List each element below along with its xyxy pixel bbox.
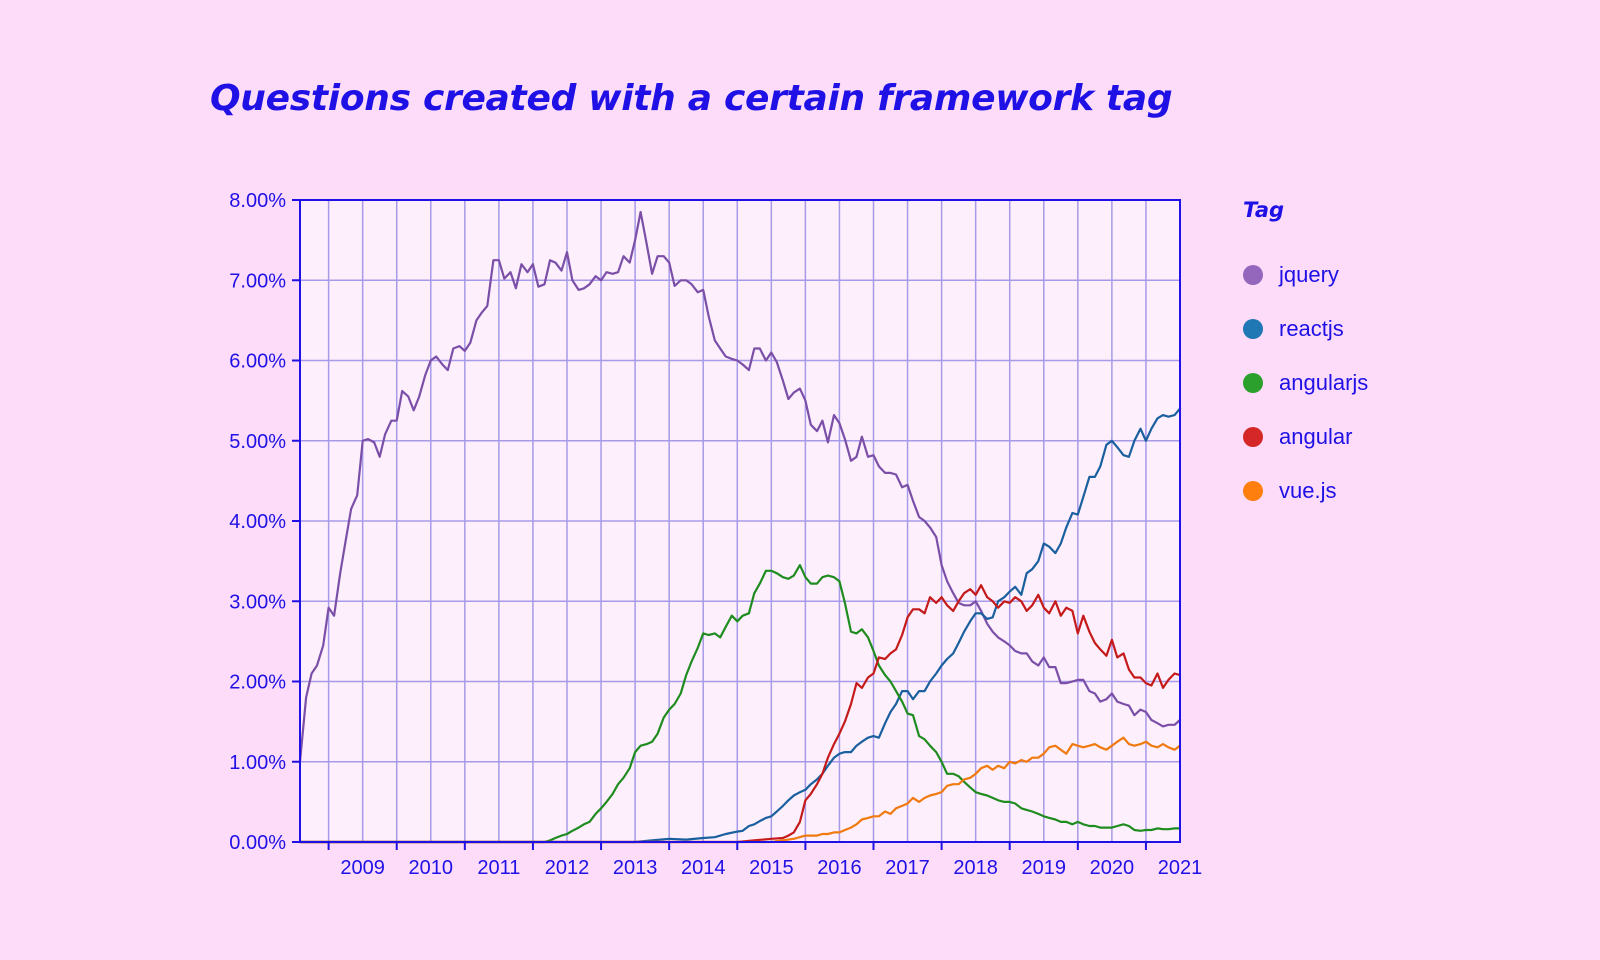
legend-item: vue.js bbox=[1243, 464, 1368, 518]
legend-label: vue.js bbox=[1279, 478, 1337, 503]
x-tick-label: 2015 bbox=[749, 857, 794, 879]
y-axis: 0.00% 1.00% 2.00% 3.00% 4.00% 5.00% 6.00% 7.00%… bbox=[229, 190, 300, 854]
x-axis: 2009 2010 2011 2012 2013 2014 2015 2016 2017 2018… bbox=[327, 842, 1203, 879]
legend-label: reactjs bbox=[1279, 316, 1344, 341]
y-tick-label: 5.00% bbox=[229, 431, 286, 453]
y-tick-label: 2.00% bbox=[229, 672, 286, 694]
x-tick-label: 2016 bbox=[817, 857, 862, 879]
series-lines bbox=[298, 210, 1182, 844]
series-line-vue-js bbox=[298, 736, 1182, 844]
legend-swatch bbox=[1243, 481, 1263, 501]
chart-title: Questions created with a certain framewo… bbox=[210, 78, 1173, 119]
y-tick-label: 7.00% bbox=[229, 270, 286, 292]
x-tick-label: 2012 bbox=[545, 857, 590, 879]
series-line-angularjs bbox=[298, 563, 1182, 844]
y-tick-label: 3.00% bbox=[229, 591, 286, 613]
legend-title: Tag bbox=[1243, 198, 1285, 222]
x-tick-label: 2017 bbox=[885, 857, 930, 879]
y-tick-label: 0.00% bbox=[229, 832, 286, 854]
series-line-jquery bbox=[298, 210, 1182, 763]
x-tick-label: 2009 bbox=[340, 857, 385, 879]
x-tick-label: 2013 bbox=[613, 857, 658, 879]
legend-swatch bbox=[1243, 319, 1263, 339]
y-tick-label: 4.00% bbox=[229, 511, 286, 533]
x-tick-label: 2021 bbox=[1158, 857, 1203, 879]
x-tick-label: 2014 bbox=[681, 857, 726, 879]
x-tick-label: 2019 bbox=[1022, 857, 1067, 879]
x-tick-label: 2018 bbox=[953, 857, 998, 879]
legend-items: jquery reactjs angularjs angular vue.js bbox=[1243, 248, 1368, 518]
legend-label: angular bbox=[1279, 424, 1353, 449]
legend: Tag jquery reactjs angularjs angular vue.js bbox=[1243, 198, 1368, 518]
legend-item: jquery bbox=[1243, 248, 1368, 302]
x-tick-label: 2011 bbox=[477, 857, 520, 879]
legend-item: angularjs bbox=[1243, 356, 1368, 410]
series-line-reactjs bbox=[298, 407, 1182, 844]
legend-label: jquery bbox=[1279, 262, 1339, 287]
legend-label: angularjs bbox=[1279, 370, 1369, 395]
y-tick-label: 1.00% bbox=[229, 752, 286, 774]
legend-swatch bbox=[1243, 265, 1263, 285]
legend-item: angular bbox=[1243, 410, 1368, 464]
x-tick-label: 2010 bbox=[409, 857, 454, 879]
x-tick-label: 2020 bbox=[1090, 857, 1135, 879]
series-line-angular bbox=[298, 584, 1182, 844]
legend-item: reactjs bbox=[1243, 302, 1368, 356]
legend-swatch bbox=[1243, 427, 1263, 447]
y-tick-label: 8.00% bbox=[229, 190, 286, 212]
y-tick-label: 6.00% bbox=[229, 351, 286, 373]
grid bbox=[300, 199, 1180, 843]
legend-swatch bbox=[1243, 373, 1263, 393]
